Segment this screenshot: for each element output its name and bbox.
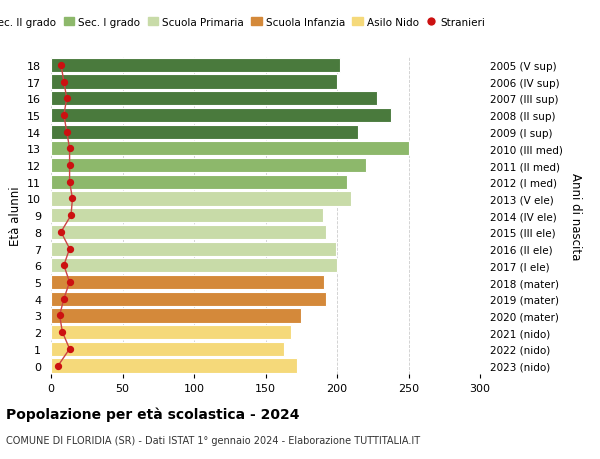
Point [53, 362, 63, 369]
Bar [51, 325, 291, 340]
Bar [51, 275, 324, 290]
Bar [51, 225, 326, 240]
Text: COMUNE DI FLORIDIA (SR) - Dati ISTAT 1° gennaio 2024 - Elaborazione TUTTITALIA.I: COMUNE DI FLORIDIA (SR) - Dati ISTAT 1° … [6, 435, 420, 445]
Point [65, 346, 74, 353]
Point [65, 279, 74, 286]
Point [65, 179, 74, 186]
Bar [51, 308, 301, 323]
Point [59, 262, 68, 269]
Point [66, 212, 76, 219]
Point [59, 78, 68, 86]
Bar [51, 109, 391, 123]
Bar [51, 92, 377, 106]
Bar [51, 209, 323, 223]
Bar [51, 159, 365, 173]
Point [62, 95, 71, 103]
Y-axis label: Età alunni: Età alunni [8, 186, 22, 246]
Point [56, 62, 66, 69]
Point [55, 312, 64, 319]
Y-axis label: Anni di nascita: Anni di nascita [569, 172, 582, 259]
Bar [51, 75, 337, 90]
Point [65, 146, 74, 153]
Point [59, 112, 68, 119]
Point [65, 162, 74, 169]
Point [68, 196, 77, 203]
Bar [51, 125, 358, 140]
Point [56, 229, 66, 236]
Bar [51, 59, 340, 73]
Legend: Sec. II grado, Sec. I grado, Scuola Primaria, Scuola Infanzia, Asilo Nido, Stran: Sec. II grado, Sec. I grado, Scuola Prim… [0, 13, 490, 32]
Bar [51, 358, 297, 373]
Bar [51, 292, 326, 306]
Bar [51, 175, 347, 190]
Bar [51, 242, 335, 256]
Point [65, 246, 74, 253]
Bar [51, 142, 409, 156]
Point [58, 329, 67, 336]
Bar [51, 192, 352, 206]
Bar [51, 342, 284, 356]
Bar [51, 259, 337, 273]
Point [59, 296, 68, 303]
Text: Popolazione per età scolastica - 2024: Popolazione per età scolastica - 2024 [6, 406, 299, 421]
Point [62, 129, 71, 136]
